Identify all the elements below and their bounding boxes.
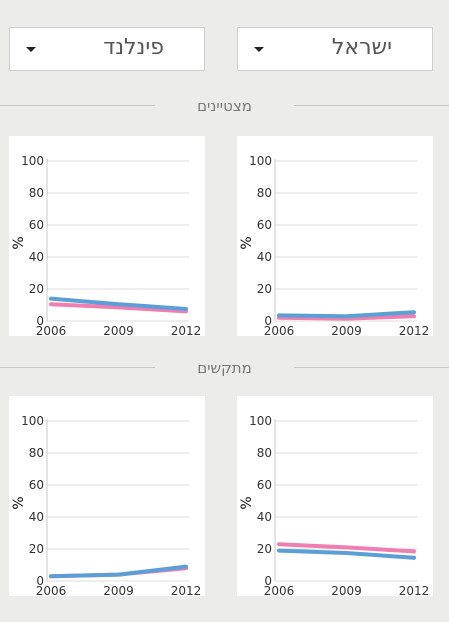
divider-left [0,105,155,106]
y-tick-label: 20 [257,542,272,556]
y-axis-label: % [239,236,255,249]
series-line-blue [49,564,188,579]
country-select-right-value: ישראל [331,35,392,60]
series-line-pink [277,314,416,321]
y-tick-label: 0 [264,574,272,588]
x-tick-label: 2006 [264,324,295,338]
y-tick-label: 20 [257,282,272,296]
chart-excellent-finland: 0 20 40 60 80 100 2006 2009 2012% [9,136,205,338]
x-tick-label: 2012 [399,324,430,338]
y-tick-label: 60 [29,478,44,492]
y-tick-label: 40 [257,250,272,264]
x-tick-label: 2006 [264,584,295,598]
y-tick-label: 100 [249,414,272,428]
y-tick-label: 20 [29,542,44,556]
x-tick-label: 2009 [103,584,134,598]
y-tick-label: 0 [264,314,272,328]
y-tick-label: 40 [29,250,44,264]
divider-left [0,367,155,368]
divider-right [294,105,449,106]
series-line-blue [277,548,416,560]
y-tick-label: 0 [36,574,44,588]
series-line-blue [49,296,188,311]
x-tick-label: 2006 [36,324,67,338]
y-axis-label: % [11,496,27,509]
x-tick-label: 2009 [331,584,362,598]
chevron-down-icon [26,47,36,52]
chart-struggling-finland: 0 20 40 60 80 100 2006 2009 2012% [9,396,205,598]
divider-right [294,367,449,368]
y-tick-label: 80 [257,446,272,460]
chevron-down-icon [254,47,264,52]
y-tick-label: 60 [257,218,272,232]
country-select-left-value: פינלנד [103,35,164,60]
y-tick-label: 80 [257,186,272,200]
chart-struggling-israel: 0 20 40 60 80 100 2006 2009 2012% [237,396,433,598]
series-line-blue [277,310,416,319]
x-tick-label: 2009 [331,324,362,338]
x-tick-label: 2012 [171,324,202,338]
y-tick-label: 60 [257,478,272,492]
x-tick-label: 2009 [103,324,134,338]
chart-excellent-israel: 0 20 40 60 80 100 2006 2009 2012% [237,136,433,338]
y-tick-label: 0 [36,314,44,328]
y-tick-label: 80 [29,446,44,460]
country-select-left[interactable]: פינלנד [9,27,205,71]
y-tick-label: 40 [29,510,44,524]
x-tick-label: 2012 [171,584,202,598]
series-line-pink [277,542,416,554]
y-tick-label: 100 [21,154,44,168]
section-title-struggling: מתקשים [197,359,252,377]
x-tick-label: 2012 [399,584,430,598]
y-tick-label: 20 [29,282,44,296]
y-axis-label: % [239,496,255,509]
y-axis-label: % [11,236,27,249]
y-tick-label: 100 [21,414,44,428]
country-select-right[interactable]: ישראל [237,27,433,71]
x-tick-label: 2006 [36,584,67,598]
y-tick-label: 80 [29,186,44,200]
section-title-excellent: מצטיינים [197,97,252,115]
y-tick-label: 100 [249,154,272,168]
y-tick-label: 40 [257,510,272,524]
y-tick-label: 60 [29,218,44,232]
series-line-pink [49,302,188,314]
